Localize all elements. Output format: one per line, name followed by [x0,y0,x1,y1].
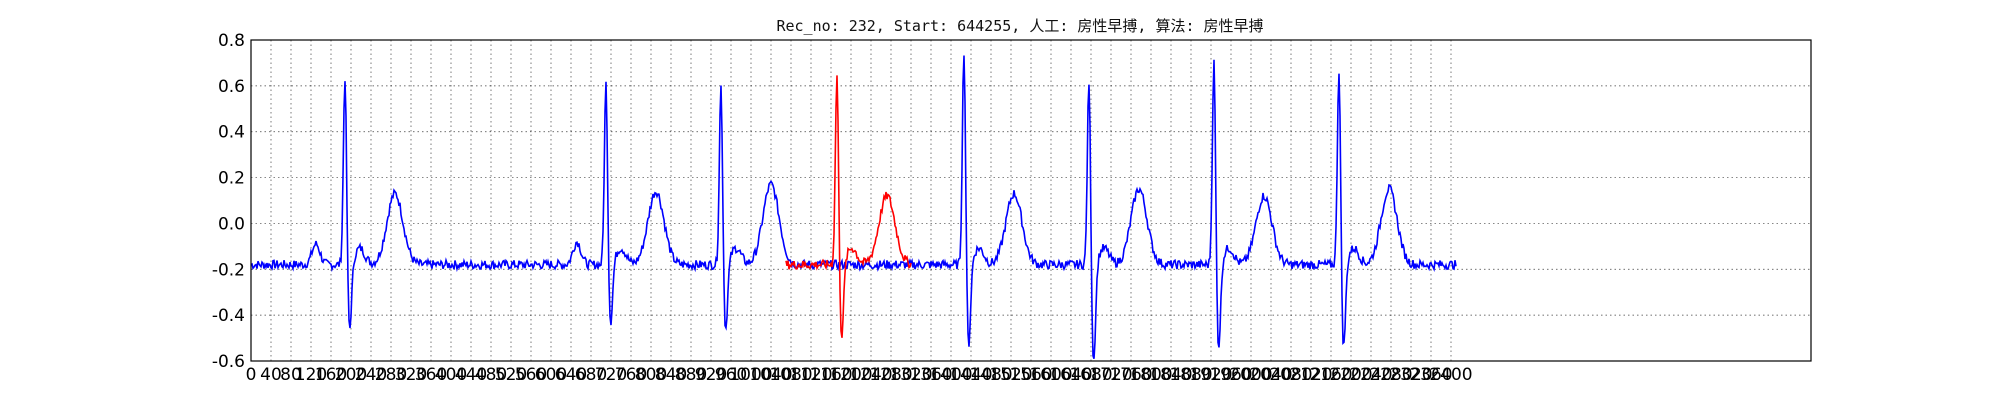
x-tick-label: 2080 [1269,365,1312,385]
x-tick-label: 1160 [809,365,852,385]
x-tick-label: 1120 [789,365,832,385]
y-tick-label: 0.6 [218,77,245,97]
x-tick-label: 960 [715,365,747,385]
x-tick-label: 2000 [1229,365,1272,385]
x-tick-label: 240 [355,365,387,385]
x-tick-label: 2200 [1329,365,1372,385]
x-tick-label: 840 [655,365,687,385]
series-layer [250,55,1457,359]
x-tick-label: 1280 [869,365,912,385]
x-tick-label: 1880 [1169,365,1212,385]
x-tick-label: 280 [375,365,407,385]
x-tick-label: 1320 [889,365,932,385]
x-tick-label: 600 [535,365,567,385]
x-tick-label: 1680 [1069,365,1112,385]
x-tick-label: 920 [695,365,727,385]
grid-layer [250,39,1811,362]
y-tick-label: -0.2 [212,260,245,280]
x-tick-label: 1080 [769,365,812,385]
x-tick-label: 1960 [1209,365,1252,385]
x-tick-label: 2400 [1429,365,1472,385]
x-tick-label: 2320 [1389,365,1432,385]
y-tick-label: -0.6 [212,352,245,372]
x-tick-label: 520 [495,365,527,385]
y-axis-ticks: 0.8 0.6 0.4 0.2 0.0 -0.2 -0.4 -0.6 [212,31,245,372]
ecg-series-blue [250,55,1457,359]
x-tick-label: 160 [315,365,347,385]
y-tick-label: 0.4 [218,123,245,143]
x-tick-label: 0 [246,365,257,385]
y-tick-label: 0.0 [218,214,245,234]
ecg-series-red [785,75,912,338]
x-tick-label: 1560 [1009,365,1052,385]
x-tick-label: 1440 [949,365,992,385]
x-tick-label: 1520 [989,365,1032,385]
x-tick-label: 2360 [1409,365,1452,385]
x-tick-label: 1000 [729,365,772,385]
y-tick-label: 0.8 [218,31,245,51]
x-tick-label: 1240 [849,365,892,385]
x-tick-label: 1040 [749,365,792,385]
x-axis-ticks: 0 408012016020024028032036040044048052056… [246,365,1473,385]
x-tick-label: 2280 [1369,365,1412,385]
x-tick-label: 40 [260,365,282,385]
x-tick-label: 1640 [1049,365,1092,385]
x-tick-label: 2120 [1289,365,1332,385]
x-tick-label: 2160 [1309,365,1352,385]
y-tick-label: 0.2 [218,169,245,189]
x-tick-label: 880 [675,365,707,385]
y-tick-label: -0.4 [212,306,245,326]
x-tick-label: 800 [635,365,667,385]
x-tick-label: 640 [555,365,587,385]
x-tick-label: 720 [595,365,627,385]
x-tick-label: 2040 [1249,365,1292,385]
x-tick-label: 360 [415,365,447,385]
x-tick-label: 1920 [1189,365,1232,385]
x-tick-label: 1400 [929,365,972,385]
x-tick-label: 1720 [1089,365,1132,385]
plot-frame [250,39,1812,362]
x-tick-label: 560 [515,365,547,385]
x-tick-label: 400 [435,365,467,385]
x-tick-label: 80 [280,365,302,385]
x-tick-label: 760 [615,365,647,385]
x-tick-label: 1600 [1029,365,1072,385]
x-tick-label: 320 [395,365,427,385]
x-tick-label: 1480 [969,365,1012,385]
x-tick-label: 1760 [1109,365,1152,385]
x-tick-label: 480 [475,365,507,385]
chart-title: Rec_no: 232, Start: 644255, 人工: 房性早搏, 算法… [776,17,1263,35]
x-tick-label: 1200 [829,365,872,385]
x-tick-label: 440 [455,365,487,385]
x-tick-label: 1800 [1129,365,1172,385]
x-tick-label: 1360 [909,365,952,385]
x-tick-label: 1840 [1149,365,1192,385]
x-tick-label: 200 [335,365,367,385]
x-tick-label: 680 [575,365,607,385]
x-tick-label: 120 [295,365,327,385]
x-tick-label: 2240 [1349,365,1392,385]
